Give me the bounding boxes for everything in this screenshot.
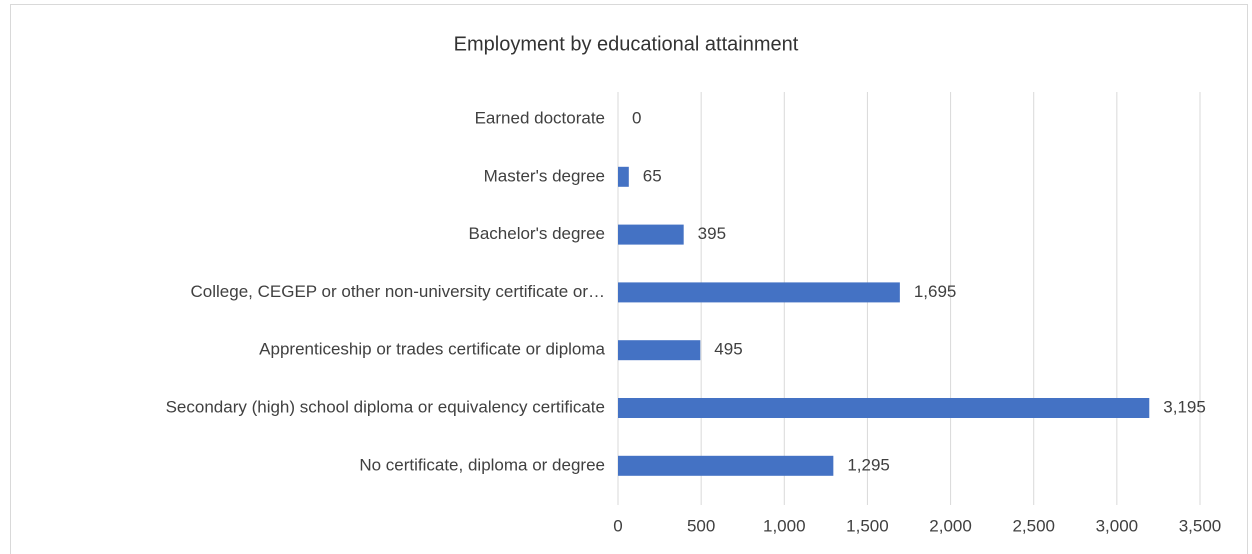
bar — [618, 340, 701, 361]
y-tick-label: Apprenticeship or trades certificate or … — [259, 340, 605, 359]
data-label: 1,695 — [914, 282, 957, 301]
data-label: 3,195 — [1163, 397, 1206, 416]
x-tick-label: 3,500 — [1179, 516, 1222, 535]
y-tick-label: Secondary (high) school diploma or equiv… — [166, 397, 605, 416]
x-tick-label: 500 — [687, 516, 715, 535]
x-tick-label: 0 — [613, 516, 622, 535]
bar — [618, 224, 684, 245]
bar — [618, 398, 1150, 418]
y-tick-label: Master's degree — [484, 166, 605, 185]
x-tick-label: 2,000 — [929, 516, 972, 535]
x-tick-label: 3,000 — [1096, 516, 1139, 535]
chart-title: Employment by educational attainment — [454, 33, 799, 55]
bar — [618, 455, 834, 476]
y-tick-label: College, CEGEP or other non-university c… — [191, 282, 605, 301]
x-tick-label: 2,500 — [1012, 516, 1055, 535]
x-tick-label: 1,000 — [763, 516, 806, 535]
bar — [618, 282, 900, 303]
bar — [618, 166, 629, 187]
data-label: 65 — [643, 166, 662, 185]
y-tick-label: No certificate, diploma or degree — [359, 455, 605, 474]
y-tick-label: Bachelor's degree — [469, 224, 606, 243]
data-label: 1,295 — [847, 455, 890, 474]
data-label: 0 — [632, 108, 641, 127]
x-tick-label: 1,500 — [846, 516, 889, 535]
y-tick-label: Earned doctorate — [475, 108, 605, 127]
data-label: 395 — [698, 224, 726, 243]
data-label: 495 — [714, 340, 742, 359]
